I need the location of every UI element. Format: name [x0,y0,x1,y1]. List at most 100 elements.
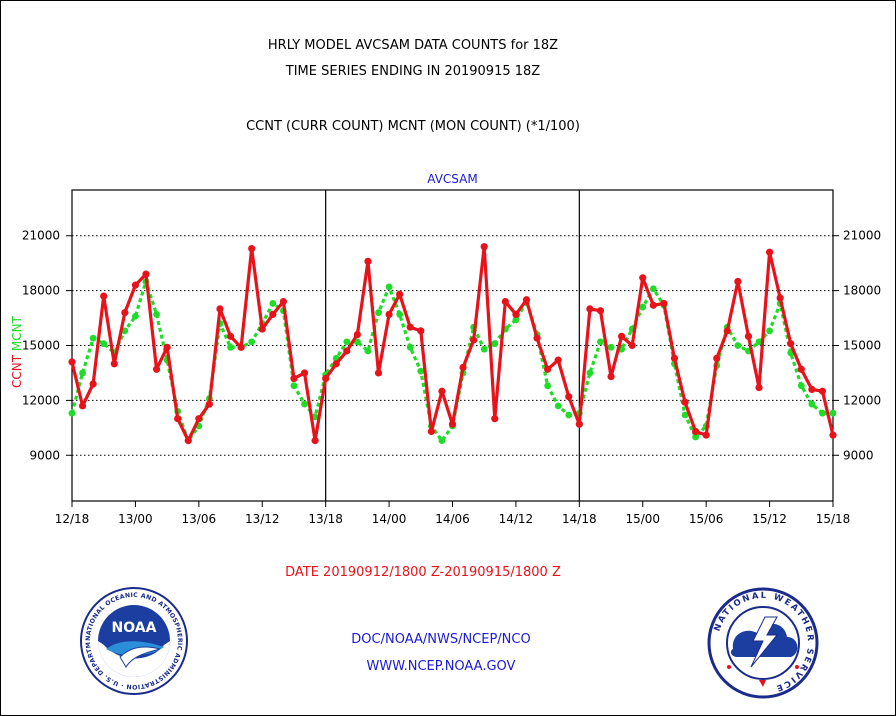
ccnt-point [660,299,668,308]
ccnt-point [237,343,245,351]
ccnt-point [522,296,531,304]
ccnt-point [618,332,626,340]
ccnt-point [417,327,425,335]
ccnt-point [554,356,562,364]
ccnt-point [300,369,309,377]
mcnt-point [132,312,139,320]
mcnt-point [491,340,499,348]
y-axis-label: CCNT MCNT [10,315,24,388]
ccnt-point [470,336,478,344]
x-tick-label: 14/06 [435,512,470,526]
ccnt-point [628,341,636,350]
ccnt-point [512,310,520,318]
ccnt-point [279,297,287,306]
ccnt-point [639,274,647,282]
noaa-logo-icon: NATIONAL OCEANIC AND ATMOSPHERIC ADMINIS… [80,587,188,695]
ccnt-point [744,332,753,340]
ccnt-point [765,248,774,256]
mcnt-point [597,338,604,346]
x-tick-label: 13/12 [245,512,280,526]
mcnt-point [89,334,97,342]
mcnt-point [227,343,234,351]
y-tick-label-right: 18000 [843,284,881,298]
ccnt-point [290,374,298,383]
mcnt-point [301,400,308,408]
ccnt-point [723,327,731,335]
ccnt-point [226,332,235,340]
ccnt-point [396,290,404,298]
ccnt-point [438,387,446,395]
mcnt-point [68,409,76,417]
ccnt-point [544,365,552,373]
ccnt-point [755,383,763,392]
ccnt-point [406,323,414,331]
x-tick-label: 13/18 [308,512,343,526]
ccnt-point [89,380,97,388]
mcnt-point [512,316,520,324]
mcnt-point [829,409,837,417]
ccnt-point [195,415,203,423]
ccnt-point [152,365,161,373]
ccnt-point [353,330,361,339]
mcnt-point [766,327,773,335]
mcnt-point [755,338,763,346]
mcnt-point [565,411,573,419]
ccnt-point [131,281,140,289]
mcnt-point [396,311,404,318]
chart-subtitle: CCNT (CURR COUNT) MCNT (MON COUNT) (*1/1… [246,119,580,134]
mcnt-point [269,300,277,307]
ccnt-point [607,373,615,381]
mcnt-point [353,338,361,346]
ccnt-point [713,354,721,362]
ccnt-point [787,340,795,348]
y-tick-label-left: 18000 [22,284,60,298]
mcnt-point [586,369,594,377]
ccnt-point [68,358,76,366]
ccnt-point [269,310,277,318]
noaa-center-text: NOAA [112,620,157,636]
ccnt-point [142,270,150,278]
mcnt-point [343,338,351,346]
ccnt-point [364,257,372,265]
x-tick-label: 14/18 [562,512,597,526]
mcnt-point [480,345,488,353]
y-tick-label-left: 9000 [29,448,60,462]
ccnt-point [776,294,784,302]
mcnt-point [364,347,372,355]
y-tick-label-right: 21000 [843,229,881,243]
mcnt-point [819,409,826,417]
ccnt-point [78,402,87,410]
x-tick-label: 14/12 [499,512,534,526]
ccnt-point [205,400,214,408]
ccnt-point [427,427,435,436]
mcnt-point [248,338,256,346]
x-tick-label: 15/06 [689,512,724,526]
mcnt-point [734,342,742,349]
mcnt-point [153,311,160,318]
ccnt-point [491,415,499,423]
mcnt-point [375,309,382,316]
footer-url: WWW.NCEP.NOAA.GOV [366,659,516,674]
y-label-ccnt: CCNT [10,354,24,388]
mcnt-point [290,382,298,390]
date-range-label: DATE 20190912/1800 Z-20190915/1800 Z [285,565,561,580]
ccnt-point [818,387,827,395]
mcnt-point [79,369,86,377]
chart-title-line1: HRLY MODEL AVCSAM DATA COUNTS for 18Z [267,38,559,53]
ccnt-point [596,307,605,315]
y-tick-label-right: 12000 [843,393,881,407]
mcnt-point [797,382,805,390]
y-tick-label-right: 9000 [843,448,874,462]
x-tick-label: 15/00 [625,512,660,526]
ccnt-point [322,374,330,383]
ccnt-point [649,301,657,309]
panel-title: AVCSAM [427,172,477,186]
chart-title-line2: TIME SERIES ENDING IN 20190915 18Z [285,64,541,79]
mcnt-point [554,402,562,410]
x-tick-label: 15/12 [752,512,787,526]
y-label-mcnt: MCNT [10,315,24,355]
ccnt-point [258,325,266,333]
ccnt-point [702,431,710,439]
ccnt-point [216,305,224,313]
mcnt-point [808,400,816,408]
